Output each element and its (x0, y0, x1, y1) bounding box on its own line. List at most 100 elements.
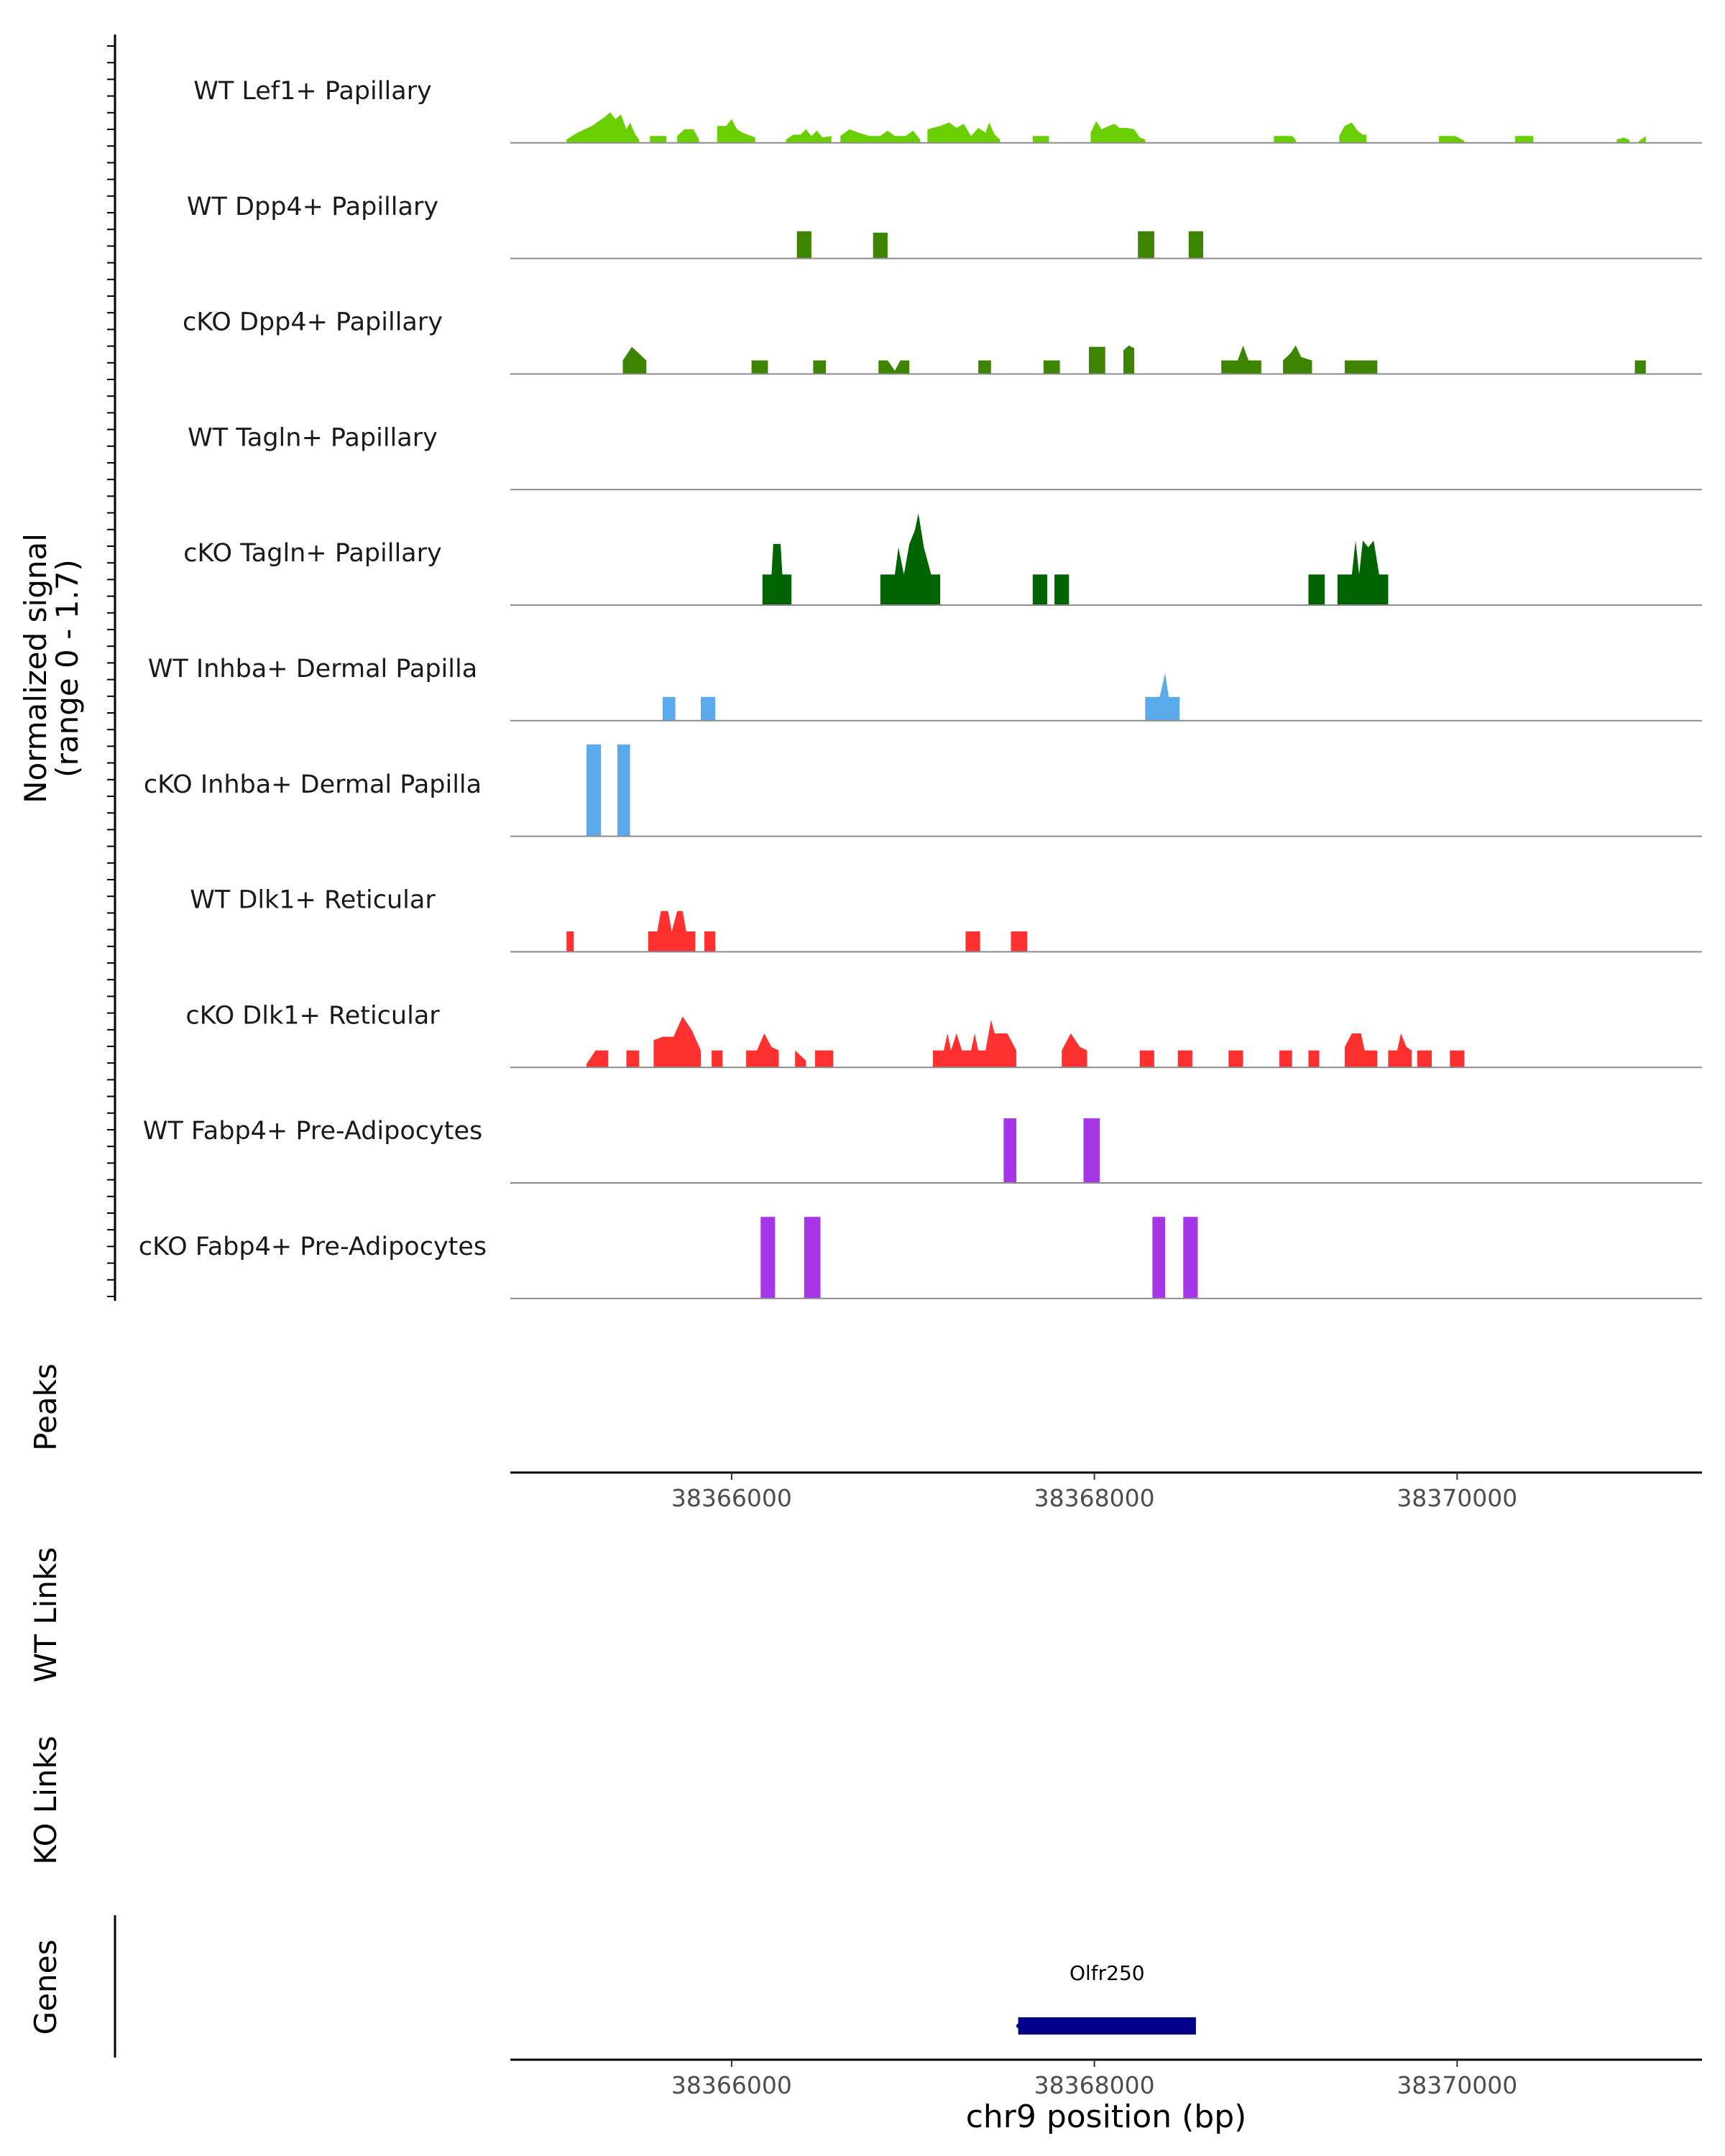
signal-peak (1339, 122, 1367, 143)
signal-peak (1344, 360, 1378, 374)
signal-peak (796, 231, 811, 259)
signal-peak (873, 232, 888, 259)
signal-peak (815, 1050, 834, 1068)
signal-peak (813, 360, 827, 374)
signal-peak (1083, 1118, 1100, 1183)
signal-peak (566, 931, 574, 952)
signal-peak (878, 360, 910, 374)
peaks-panel-label: Peaks (28, 1363, 63, 1451)
track-label: WT Tagln+ Papillary (188, 423, 438, 452)
x-tick-label: 38366000 (671, 2071, 792, 2099)
signal-peak (1089, 346, 1105, 374)
signal-peak (927, 122, 1000, 143)
signal-peak (1308, 1050, 1320, 1068)
signal-peak (1090, 121, 1146, 143)
signal-peak (712, 1050, 723, 1068)
track-wt-dlk1-reticular: WT Dlk1+ Reticular (190, 886, 1702, 953)
signal-peak (1221, 345, 1261, 374)
gene-body (1018, 2017, 1196, 2035)
x-tick-label: 38368000 (1034, 1484, 1155, 1512)
signal-peak (804, 1217, 821, 1299)
signal-peak (760, 1217, 776, 1299)
signal-peak (566, 112, 640, 143)
signal-peak (1228, 1050, 1243, 1068)
track-wt-inhba-dermal-papilla: WT Inhba+ Dermal Papilla (148, 655, 1702, 722)
signal-peak (1417, 1050, 1432, 1068)
signal-tracks: WT Lef1+ Papillary WT Dpp4+ Papillary cKO … (139, 77, 1702, 1299)
signal-peak (1177, 1050, 1192, 1068)
track-wt-lef1-papillary: WT Lef1+ Papillary (193, 77, 1702, 144)
signal-peak (840, 129, 921, 143)
track-label: cKO Dpp4+ Papillary (183, 308, 443, 337)
x-tick-label: 38370000 (1397, 2071, 1517, 2099)
signal-peak (704, 931, 716, 952)
signal-peak (1183, 1217, 1198, 1299)
signal-peak (1388, 1033, 1412, 1068)
signal-peak (1283, 345, 1312, 374)
track-label: WT Fabp4+ Pre-Adipocytes (143, 1117, 482, 1146)
track-wt-fabp4-pre-adipocytes: WT Fabp4+ Pre-Adipocytes (143, 1117, 1702, 1184)
signal-peak (586, 744, 602, 837)
signal-peak (1152, 1217, 1165, 1299)
signal-peak (1515, 136, 1534, 143)
signal-peak (1011, 931, 1028, 952)
x-axis-title: chr9 position (bp) (966, 2099, 1247, 2135)
signal-peak (1274, 136, 1296, 143)
gene-label: Olfr250 (1070, 1961, 1145, 1985)
signal-peak (650, 136, 666, 143)
signal-peak (751, 360, 768, 374)
track-label: WT Lef1+ Papillary (193, 77, 432, 106)
track-label: cKO Dlk1+ Reticular (185, 1001, 440, 1030)
signal-peak (1634, 360, 1646, 374)
signal-peak (1062, 1033, 1087, 1068)
signal-peak (1638, 136, 1646, 143)
signal-peak (880, 513, 941, 605)
gene-strand-arrow (1016, 2019, 1025, 2033)
track-cko-dpp4-papillary: cKO Dpp4+ Papillary (183, 308, 1702, 375)
signal-y-axis-title-line: Normalized signal (18, 533, 53, 803)
signal-peak (1043, 360, 1060, 374)
signal-peak (1032, 574, 1047, 605)
signal-peak (586, 1050, 609, 1068)
track-label: cKO Tagln+ Papillary (183, 539, 442, 568)
x-tick-label: 38366000 (671, 1484, 792, 1512)
signal-peak (1188, 231, 1203, 259)
signal-y-ticks (107, 45, 115, 1297)
track-label: WT Dlk1+ Reticular (190, 886, 436, 915)
signal-peak (978, 360, 991, 374)
signal-peak (1439, 136, 1465, 143)
signal-peak (786, 129, 832, 143)
signal-peak (1139, 1050, 1154, 1068)
signal-peak (1308, 574, 1325, 605)
signal-peak (762, 543, 792, 605)
signal-y-axis-title-line: (range 0 - 1.7) (50, 559, 85, 778)
track-cko-fabp4-pre-adipocytes: cKO Fabp4+ Pre-Adipocytes (139, 1217, 1702, 1299)
signal-peak (1450, 1050, 1465, 1068)
signal-peak (677, 129, 699, 143)
signal-peak (1138, 231, 1154, 259)
signal-peak (1003, 1118, 1017, 1183)
peaks-x-axis: 38366000 38368000 38370000 (671, 1473, 1517, 1512)
gene-track: Olfr250 (1016, 1961, 1196, 2035)
signal-peak (746, 1033, 779, 1068)
signal-peak (1054, 574, 1070, 605)
signal-peak (626, 1050, 640, 1068)
signal-peak (1616, 137, 1630, 143)
signal-peak (663, 696, 676, 721)
track-label: cKO Fabp4+ Pre-Adipocytes (139, 1233, 487, 1261)
signal-y-axis-title: Normalized signal(range 0 - 1.7) (18, 533, 85, 803)
wt-links-panel-label: WT Links (28, 1547, 63, 1682)
signal-peak (795, 1050, 806, 1068)
signal-peak (965, 931, 980, 952)
signal-peak (1279, 1050, 1292, 1068)
signal-peak (1123, 345, 1135, 374)
signal-peak (701, 696, 716, 721)
x-tick-label: 38368000 (1034, 2071, 1155, 2099)
signal-peak (622, 346, 647, 374)
signal-peak (933, 1020, 1017, 1068)
track-label: WT Inhba+ Dermal Papilla (148, 655, 477, 683)
x-tick-label: 38370000 (1397, 1484, 1517, 1512)
signal-peak (1337, 540, 1389, 605)
genes-x-axis: 38366000 38368000 38370000 (671, 2060, 1517, 2099)
